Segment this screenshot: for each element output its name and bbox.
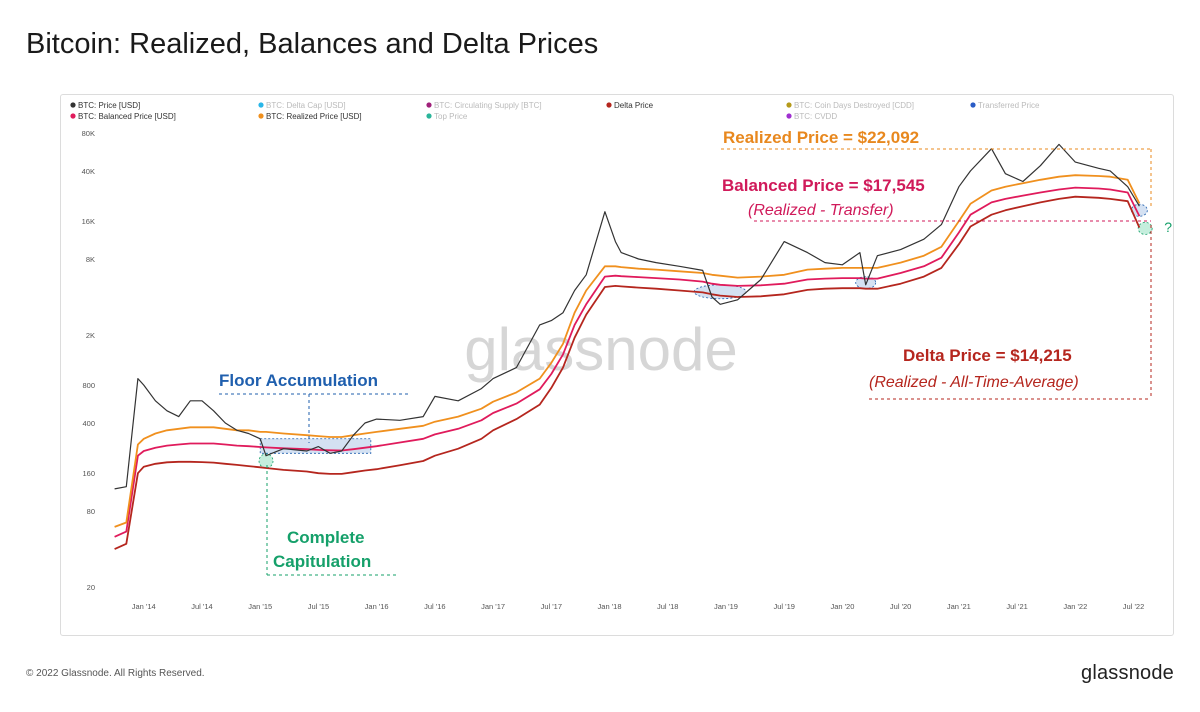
annotation-delta-price: Delta Price = $14,215 — [903, 346, 1072, 365]
capitulation-marker-2022 — [1137, 222, 1153, 235]
x-tick-label: Jan '21 — [947, 602, 971, 611]
legend-swatch — [970, 102, 976, 108]
annotation-floor-accumulation: Floor Accumulation — [219, 371, 378, 390]
x-tick-label: Jan '18 — [598, 602, 622, 611]
legend-item[interactable]: BTC: Realized Price [USD] — [266, 112, 362, 121]
x-tick-label: Jan '22 — [1063, 602, 1087, 611]
x-tick-label: Jul '17 — [541, 602, 562, 611]
legend-item[interactable]: BTC: Price [USD] — [78, 101, 140, 110]
y-tick-label: 800 — [82, 381, 95, 390]
x-tick-label: Jan '19 — [714, 602, 738, 611]
copyright-text: © 2022 Glassnode. All Rights Reserved. — [26, 668, 205, 679]
y-tick-label: 80 — [87, 507, 95, 516]
y-tick-label: 16K — [82, 217, 95, 226]
page-title: Bitcoin: Realized, Balances and Delta Pr… — [26, 28, 599, 60]
annotation-guides — [219, 148, 1152, 576]
x-tick-label: Jul '14 — [191, 602, 212, 611]
legend-item[interactable]: BTC: Balanced Price [USD] — [78, 112, 176, 121]
x-tick-label: Jan '16 — [365, 602, 389, 611]
x-axis: Jan '14 Jul '14 Jan '15 Jul '15 Jan '16 Jul '… — [132, 602, 1144, 611]
y-tick-label: 400 — [82, 419, 95, 428]
x-tick-label: Jan '20 — [830, 602, 854, 611]
annotation-capitulation-line1: Complete — [287, 528, 364, 547]
x-tick-label: Jul '19 — [773, 602, 794, 611]
annotation-capitulation-line2: Capitulation — [273, 552, 371, 571]
y-tick-label: 40K — [82, 167, 95, 176]
legend-item[interactable]: BTC: Delta Cap [USD] — [266, 101, 346, 110]
legend-swatch — [426, 113, 432, 119]
x-tick-label: Jul '18 — [657, 602, 678, 611]
annotation-question: ? — [1164, 219, 1172, 235]
legend-item[interactable]: Delta Price — [614, 101, 654, 110]
annotation-realized-price: Realized Price = $22,092 — [723, 128, 919, 147]
y-tick-label: 8K — [86, 255, 95, 264]
y-tick-label: 80K — [82, 129, 95, 138]
legend-swatch — [426, 102, 432, 108]
watermark: glassnode — [464, 316, 738, 383]
series-line-balanced — [114, 186, 1141, 538]
legend-swatch — [258, 102, 264, 108]
x-tick-label: Jul '21 — [1006, 602, 1027, 611]
series-lines — [114, 143, 1141, 550]
legend-swatch — [70, 113, 76, 119]
x-tick-label: Jul '16 — [424, 602, 445, 611]
legend-swatch — [786, 102, 792, 108]
x-tick-label: Jul '15 — [308, 602, 329, 611]
annotation-delta-sub: (Realized - All-Time-Average) — [869, 374, 1079, 391]
legend-item[interactable]: BTC: CVDD — [794, 112, 837, 121]
series-line-delta — [114, 195, 1141, 550]
chart-frame: BTC: Price [USD] BTC: Delta Cap [USD] BTC:… — [60, 94, 1174, 636]
legend: BTC: Price [USD] BTC: Delta Cap [USD] BTC:… — [70, 101, 1040, 121]
x-tick-label: Jan '14 — [132, 602, 156, 611]
annotation-balanced-sub: (Realized - Transfer) — [748, 202, 894, 219]
legend-swatch — [786, 113, 792, 119]
legend-swatch — [606, 102, 612, 108]
legend-item[interactable]: BTC: Circulating Supply [BTC] — [434, 101, 542, 110]
series-line-price — [114, 143, 1140, 490]
legend-swatch — [258, 113, 264, 119]
legend-item[interactable]: BTC: Coin Days Destroyed [CDD] — [794, 101, 914, 110]
y-axis: 20 80 160 400 800 2K 8K 16K 40K 80K — [82, 129, 95, 592]
x-tick-label: Jul '20 — [890, 602, 911, 611]
x-tick-label: Jan '17 — [481, 602, 505, 611]
y-tick-label: 2K — [86, 331, 95, 340]
glassnode-logo: glassnode — [1081, 662, 1174, 684]
legend-swatch — [70, 102, 76, 108]
chart-svg: BTC: Price [USD] BTC: Delta Cap [USD] BTC:… — [70, 101, 1172, 611]
y-tick-label: 160 — [82, 469, 95, 478]
legend-item[interactable]: Top Price — [434, 112, 468, 121]
x-tick-label: Jul '22 — [1123, 602, 1144, 611]
legend-item[interactable]: Transferred Price — [978, 101, 1040, 110]
x-tick-label: Jan '15 — [248, 602, 272, 611]
y-tick-label: 20 — [87, 583, 95, 592]
annotation-balanced-price: Balanced Price = $17,545 — [722, 176, 925, 195]
